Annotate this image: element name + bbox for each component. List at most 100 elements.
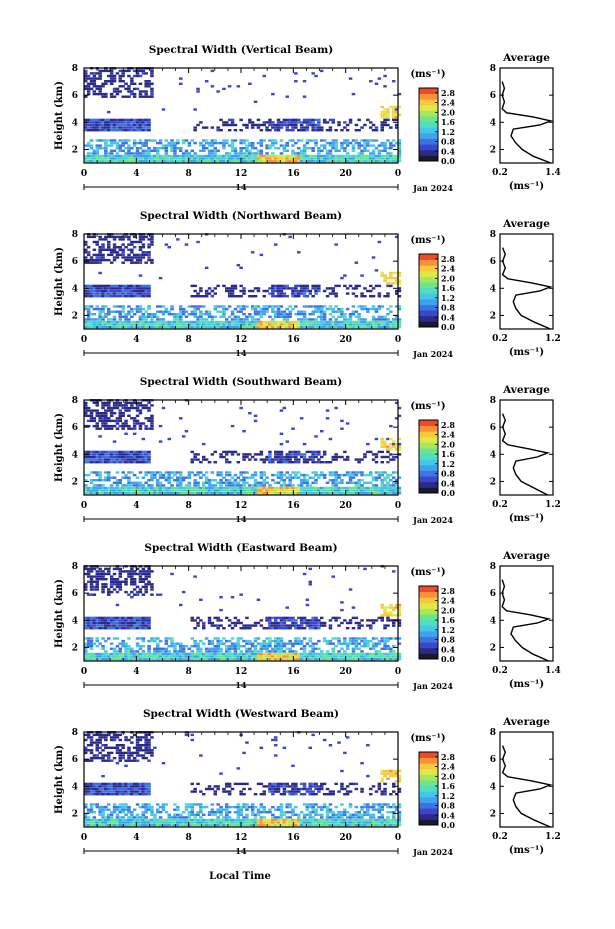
- heatmap-cell: [222, 121, 226, 124]
- heatmap-cell: [268, 637, 272, 640]
- heatmap-cell: [389, 310, 393, 313]
- heatmap-cell: [138, 453, 143, 456]
- average-frame: [499, 399, 554, 496]
- heatmap-cell: [397, 274, 402, 277]
- heatmap-cell: [112, 424, 117, 428]
- heatmap-cell: [294, 491, 298, 495]
- heatmap-cell: [127, 479, 131, 482]
- average-x-label: (ms⁻¹): [509, 181, 544, 192]
- heatmap-cell: [369, 284, 373, 288]
- heatmap-cell: [101, 248, 105, 251]
- heatmap-cell: [259, 307, 264, 311]
- heatmap-cell: [89, 414, 94, 417]
- heatmap-cell: [274, 287, 278, 290]
- heatmap-cell: [158, 139, 163, 142]
- heatmap-cell: [173, 479, 177, 482]
- heatmap-cell: [262, 491, 266, 495]
- heatmap-cell: [89, 657, 94, 661]
- heatmap-cell: [216, 320, 220, 324]
- heatmap-cell: [86, 129, 91, 132]
- heatmap-cell: [276, 624, 281, 627]
- heatmap-cell: [233, 491, 238, 495]
- heatmap-cell: [213, 320, 217, 324]
- heatmap-cell: [196, 295, 200, 298]
- heatmap-cell: [92, 318, 97, 321]
- heatmap-cell: [127, 144, 131, 147]
- heatmap-cell: [109, 251, 114, 254]
- heatmap-cell: [302, 486, 307, 490]
- heatmap-cell: [311, 149, 315, 152]
- date-label: Jan 2024: [412, 515, 453, 525]
- heatmap-cell: [299, 123, 304, 127]
- heatmap-cell: [204, 80, 209, 83]
- heatmap-cell: [392, 489, 396, 492]
- heatmap-cell: [150, 258, 154, 262]
- heatmap-cell: [227, 486, 232, 490]
- heatmap-cell: [98, 621, 102, 625]
- heatmap-cell: [124, 284, 128, 288]
- heatmap-cell: [276, 645, 281, 648]
- heatmap-cell: [343, 639, 347, 643]
- heatmap-cell: [98, 570, 102, 573]
- heatmap-cell: [179, 77, 183, 80]
- heatmap-cell: [98, 157, 102, 160]
- heatmap-cell: [343, 325, 347, 329]
- heatmap-cell: [320, 157, 324, 160]
- heatmap-cell: [167, 471, 171, 474]
- heatmap-cell: [104, 292, 108, 295]
- heatmap-cell: [210, 289, 215, 293]
- heatmap-cell: [138, 238, 143, 241]
- heatmap-cell: [334, 129, 338, 132]
- heatmap-cell: [227, 157, 232, 160]
- heatmap-cell: [308, 639, 312, 643]
- heatmap-cell: [89, 481, 94, 484]
- heatmap-cell: [107, 476, 111, 479]
- heatmap-cell: [299, 621, 304, 625]
- heatmap-cell: [397, 157, 402, 160]
- heatmap-cell: [340, 157, 344, 160]
- heatmap-cell: [262, 642, 266, 645]
- heatmap-cell: [371, 479, 376, 482]
- heatmap-cell: [141, 118, 146, 122]
- heatmap-cell: [314, 305, 318, 308]
- heatmap-cell: [101, 486, 105, 490]
- heatmap-cell: [118, 85, 122, 88]
- heatmap-cell: [227, 289, 232, 293]
- heatmap-cell: [121, 307, 125, 311]
- heatmap-cell: [121, 489, 125, 492]
- heatmap-cell: [167, 637, 171, 640]
- heatmap-cell: [259, 154, 264, 158]
- heatmap-cell: [124, 432, 128, 435]
- heatmap-cell: [138, 90, 143, 93]
- heatmap-cell: [216, 325, 220, 329]
- heatmap-cell: [107, 655, 111, 658]
- heatmap-cell: [389, 141, 393, 145]
- average-y-tick-label: 2: [490, 145, 496, 155]
- heatmap-cell: [314, 450, 318, 454]
- heatmap-cell: [164, 243, 169, 246]
- heatmap-cell: [253, 310, 258, 313]
- heatmap-cell: [89, 585, 94, 589]
- heatmap-cell: [115, 295, 120, 298]
- heatmap-cell: [354, 284, 359, 288]
- heatmap-cell: [397, 305, 402, 308]
- heatmap-cell: [89, 144, 94, 147]
- heatmap-cell: [299, 624, 304, 627]
- heatmap-cell: [176, 157, 180, 160]
- heatmap-cell: [374, 471, 379, 474]
- heatmap-cell: [322, 310, 327, 313]
- heatmap-cell: [147, 655, 151, 658]
- heatmap-cell: [322, 147, 327, 150]
- heatmap-cell: [308, 157, 312, 160]
- heatmap-cell: [386, 276, 390, 280]
- heatmap-cell: [297, 461, 301, 464]
- heatmap-cell: [109, 491, 114, 495]
- heatmap-cell: [380, 442, 384, 446]
- heatmap-cell: [84, 637, 88, 640]
- heatmap-cell: [207, 481, 212, 484]
- heatmap-cell: [147, 243, 151, 246]
- heatmap-cell: [158, 471, 163, 474]
- heatmap-cell: [164, 650, 169, 653]
- heatmap-cell: [118, 642, 122, 645]
- heatmap-cell: [156, 637, 160, 640]
